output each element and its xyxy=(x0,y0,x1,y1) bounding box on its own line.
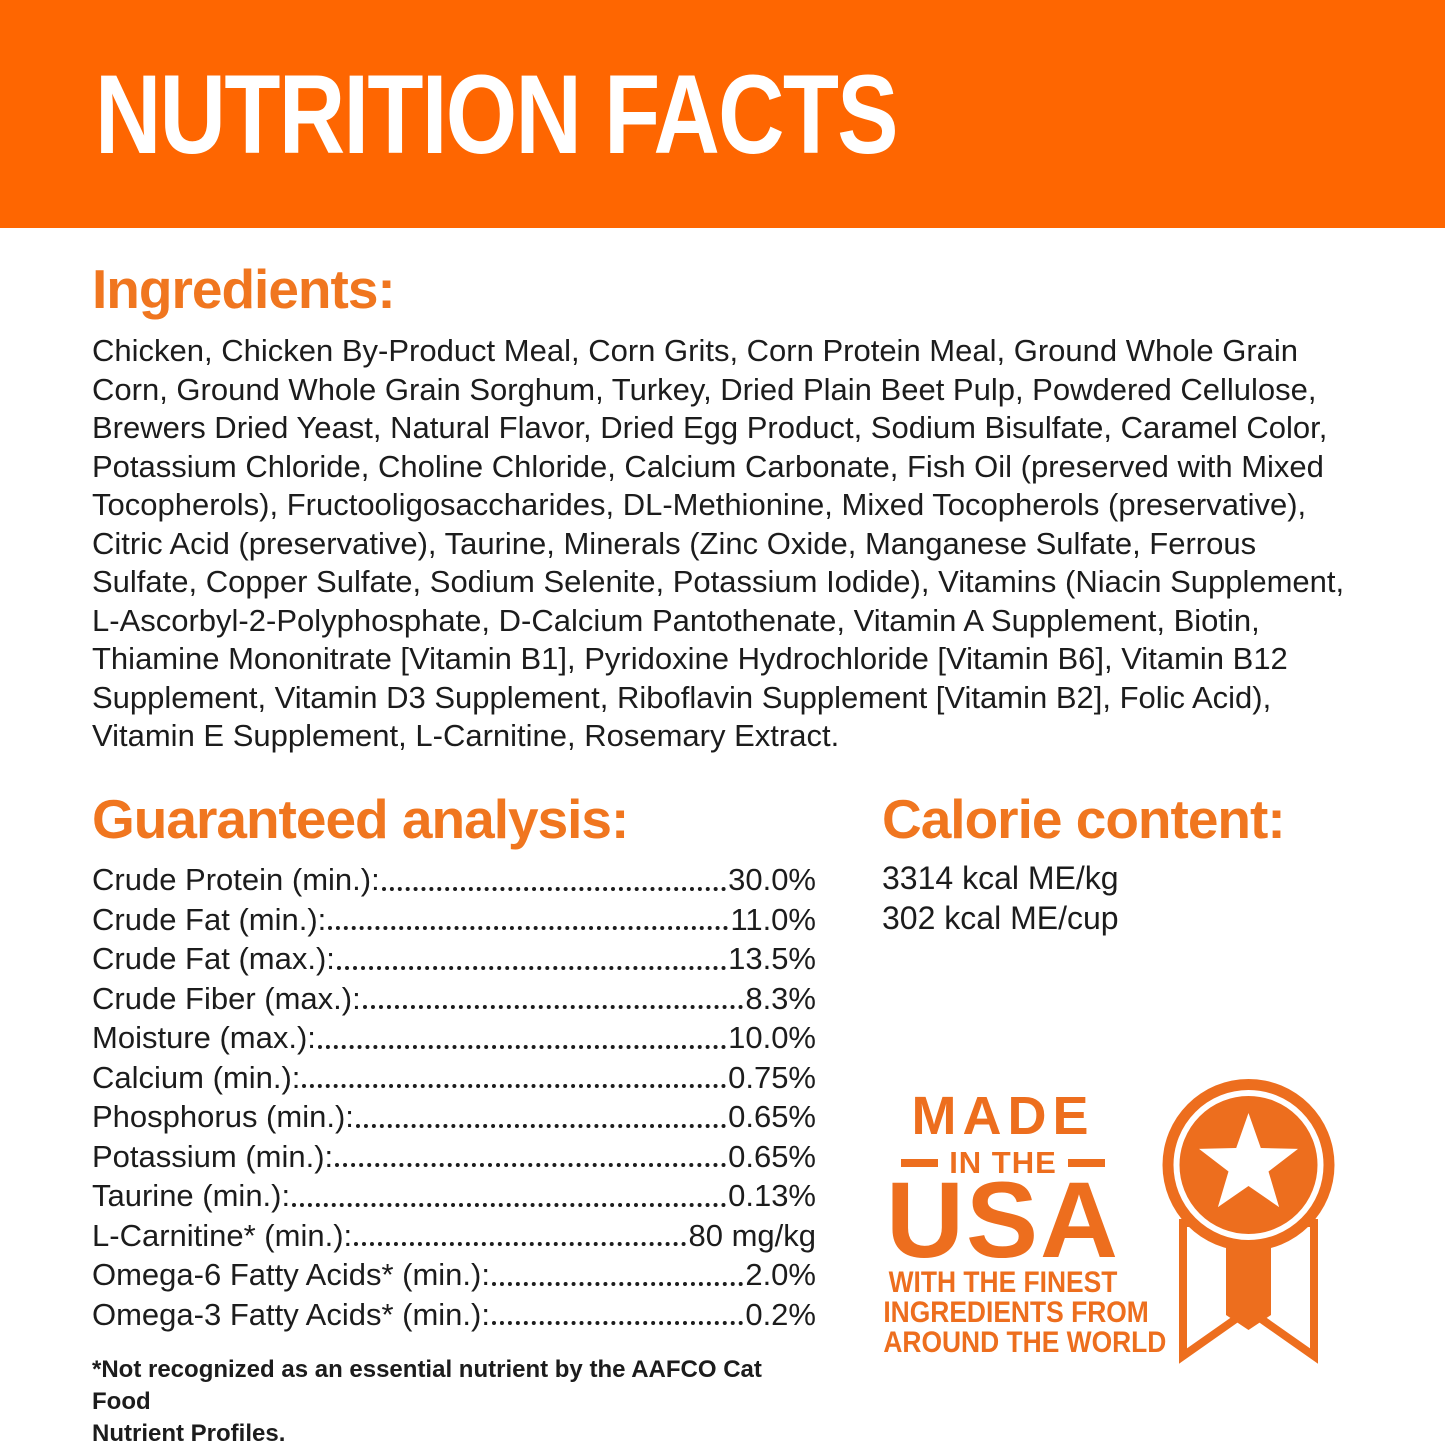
analysis-value: 2.0% xyxy=(745,1257,816,1292)
analysis-row: Crude Fat (min.): 11.0% xyxy=(92,900,816,940)
dotted-leader xyxy=(328,926,729,930)
badge-sub-line: WITH THE FINEST xyxy=(888,1266,1118,1299)
analysis-label: Crude Fat (max.): xyxy=(92,941,335,976)
analysis-label: Calcium (min.): xyxy=(92,1059,301,1095)
made-in-usa-badge-usa: USA xyxy=(885,1159,1121,1280)
dotted-leader xyxy=(317,1044,727,1049)
dotted-leader xyxy=(355,1123,727,1128)
made-in-usa-badge-subtext: WITH THE FINEST INGREDIENTS FROM AROUND … xyxy=(867,1266,1167,1359)
dotted-leader xyxy=(354,1242,687,1246)
analysis-label: Omega-6 Fatty Acids* (min.): xyxy=(92,1257,490,1292)
analysis-label: Phosphorus (min.): xyxy=(92,1099,354,1134)
header-banner: NUTRITION FACTS xyxy=(0,0,1445,228)
made-in-usa-badge-inthe-row: IN THE xyxy=(867,1147,1139,1178)
analysis-value: 0.65% xyxy=(728,1138,816,1174)
badge-sub-line: INGREDIENTS FROM xyxy=(883,1296,1149,1329)
analysis-value: 0.2% xyxy=(745,1296,816,1332)
analysis-row: Crude Protein (min.): 30.0% xyxy=(92,860,816,900)
badge-sub-line: AROUND THE WORLD xyxy=(883,1326,1167,1359)
analysis-label: Moisture (max.): xyxy=(92,1020,316,1055)
analysis-value: 0.75% xyxy=(728,1059,816,1095)
analysis-value: 11.0% xyxy=(730,901,816,937)
calorie-lines: 3314 kcal ME/kg 302 kcal ME/cup xyxy=(882,858,1119,938)
analysis-row: Omega-6 Fatty Acids* (min.): 2.0% xyxy=(92,1255,816,1295)
dotted-leader xyxy=(302,1084,727,1088)
footnote-line-1: *Not recognized as an essential nutrient… xyxy=(92,1356,762,1415)
analysis-row: Crude Fat (max.): 13.5% xyxy=(92,939,816,979)
analysis-table: Crude Protein (min.): 30.0% Crude Fat (min… xyxy=(92,860,816,1334)
dash-right-icon xyxy=(1067,1158,1105,1167)
ingredients-text: Chicken, Chicken By-Product Meal, Corn G… xyxy=(92,333,1345,753)
analysis-row: Omega-3 Fatty Acids* (min.): 0.2% xyxy=(92,1295,816,1335)
page-title: NUTRITION FACTS xyxy=(95,51,899,177)
made-in-usa-badge-made: MADE xyxy=(911,1086,1095,1146)
analysis-value: 80 mg/kg xyxy=(688,1217,816,1253)
analysis-label: Crude Fat (min.): xyxy=(92,901,327,937)
analysis-row: L-Carnitine* (min.): 80 mg/kg xyxy=(92,1216,816,1256)
analysis-label: Taurine (min.): xyxy=(92,1178,291,1213)
dotted-leader xyxy=(335,1163,727,1167)
guaranteed-analysis-heading: Guaranteed analysis: xyxy=(92,788,629,850)
footnote-line-2: Nutrient Profiles. xyxy=(92,1420,286,1447)
calorie-line-kg: 3314 kcal ME/kg xyxy=(882,860,1119,896)
dotted-leader xyxy=(381,886,727,891)
analysis-label: L-Carnitine* (min.): xyxy=(92,1217,353,1253)
dotted-leader xyxy=(336,965,727,970)
dotted-leader xyxy=(491,1281,744,1286)
analysis-value: 30.0% xyxy=(728,862,816,897)
dash-left-icon xyxy=(901,1158,939,1167)
analysis-label: Crude Protein (min.): xyxy=(92,862,380,897)
analysis-value: 8.3% xyxy=(745,980,816,1016)
analysis-row: Taurine (min.): 0.13% xyxy=(92,1176,816,1216)
footnote: *Not recognized as an essential nutrient… xyxy=(92,1354,812,1450)
dotted-leader xyxy=(491,1321,744,1325)
analysis-label: Potassium (min.): xyxy=(92,1138,334,1174)
analysis-row: Phosphorus (min.): 0.65% xyxy=(92,1097,816,1137)
analysis-value: 13.5% xyxy=(728,941,816,976)
analysis-row: Moisture (max.): 10.0% xyxy=(92,1018,816,1058)
analysis-label: Crude Fiber (max.): xyxy=(92,980,361,1016)
award-ribbon-star-icon xyxy=(1162,1079,1335,1364)
made-in-usa-badge-inthe: IN THE xyxy=(949,1145,1057,1180)
analysis-row: Calcium (min.): 0.75% xyxy=(92,1058,816,1098)
ingredients-heading: Ingredients: xyxy=(92,258,396,320)
dotted-leader xyxy=(292,1202,727,1207)
analysis-value: 0.65% xyxy=(728,1099,816,1134)
dotted-leader xyxy=(362,1005,744,1009)
analysis-row: Potassium (min.): 0.65% xyxy=(92,1137,816,1177)
analysis-label: Omega-3 Fatty Acids* (min.): xyxy=(92,1296,490,1332)
calorie-line-cup: 302 kcal ME/cup xyxy=(882,900,1119,936)
calorie-content-heading: Calorie content: xyxy=(882,788,1286,850)
analysis-value: 0.13% xyxy=(728,1178,816,1213)
analysis-row: Crude Fiber (max.): 8.3% xyxy=(92,979,816,1019)
analysis-value: 10.0% xyxy=(728,1020,816,1055)
